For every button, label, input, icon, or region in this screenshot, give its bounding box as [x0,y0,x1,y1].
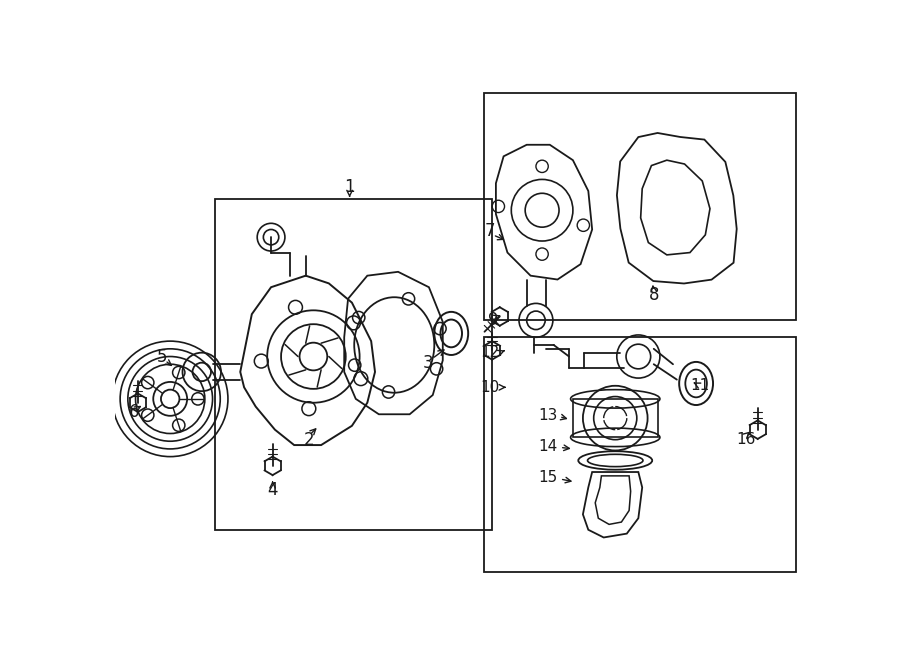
Text: 5: 5 [158,348,167,366]
Text: 15: 15 [538,470,558,485]
Text: 13: 13 [538,408,558,422]
Text: 6: 6 [129,403,140,421]
Bar [484,337,796,572]
Text: 9: 9 [489,311,499,329]
Text: 3: 3 [423,354,434,371]
Text: 4: 4 [267,481,278,499]
Text: 12: 12 [480,345,500,360]
Text: 8: 8 [649,286,659,304]
Text: 2: 2 [304,431,315,449]
Text: 11: 11 [690,378,709,393]
Bar [215,199,492,529]
Text: 16: 16 [736,432,756,447]
Text: 10: 10 [480,380,500,395]
Text: 14: 14 [538,439,558,454]
Bar [484,93,796,321]
Text: 1: 1 [345,178,355,196]
Text: 7: 7 [484,222,495,240]
